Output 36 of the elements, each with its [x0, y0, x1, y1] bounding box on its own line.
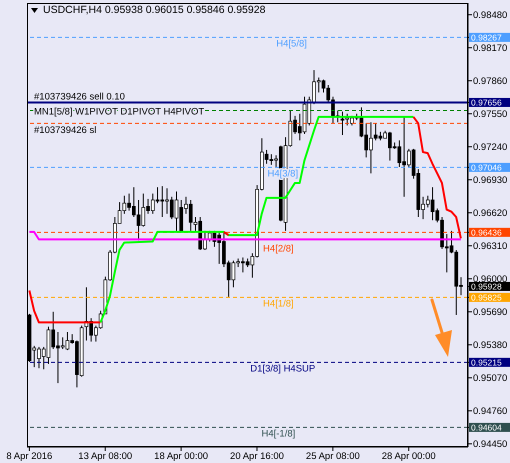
line-series — [412, 116, 462, 240]
y-tick-label: 0.98480 — [473, 10, 508, 22]
y-tick-label: 0.98267 — [471, 32, 502, 43]
y-tick-label: 0.96620 — [473, 208, 508, 220]
y-tick-label: 0.97046 — [471, 162, 502, 173]
y-tick-label: 0.97656 — [471, 98, 502, 108]
x-tick-label: 18 Apr 00:00 — [154, 451, 208, 462]
x-tick-label: 20 Apr 16:00 — [230, 451, 284, 462]
y-tick-label: 0.95380 — [473, 340, 508, 352]
y-tick-label: 0.97550 — [473, 109, 508, 120]
y-tick-label: 0.94604 — [471, 422, 502, 433]
y-tick-label: 0.96436 — [471, 228, 502, 238]
y-tick-label: 0.96930 — [473, 175, 508, 186]
ref-line-label: H4[-1/8] — [261, 428, 296, 440]
y-tick-label: 0.95825 — [471, 292, 502, 303]
y-tick-label: 0.98170 — [473, 43, 508, 54]
y-tick-label: 0.95215 — [471, 358, 502, 368]
x-tick-label: 28 Apr 00:00 — [382, 451, 436, 462]
x-tick-label: 25 Apr 08:00 — [306, 451, 360, 462]
y-tick-label: 0.94450 — [473, 439, 508, 450]
ref-line-label: D1[3/8] H4SUP — [250, 363, 316, 374]
ref-line-label: #103739426 sl — [34, 124, 96, 136]
y-tick-label: 0.97240 — [473, 142, 508, 154]
y-tick-label: 0.95070 — [473, 373, 508, 384]
chart-title: USDCHF,H4 0.95938 0.96015 0.95846 0.95928 — [43, 4, 266, 16]
ref-line-label: H4[5/8] — [276, 38, 307, 50]
y-tick-label: 0.95690 — [473, 307, 508, 318]
ref-line-label: H4[1/8] — [263, 298, 294, 310]
y-tick-label: 0.95928 — [471, 282, 502, 292]
x-tick-label: 13 Apr 08:00 — [78, 451, 132, 462]
y-tick-label: 0.96310 — [473, 241, 508, 252]
ref-line-label: H4[2/8] — [263, 243, 294, 254]
y-tick-label: 0.94760 — [473, 406, 508, 418]
y-tick-label: 0.97860 — [473, 76, 508, 88]
x-tick-label: 8 Apr 2016 — [6, 451, 52, 462]
ref-line-label: #103739426 sell 0.10 — [34, 91, 125, 102]
